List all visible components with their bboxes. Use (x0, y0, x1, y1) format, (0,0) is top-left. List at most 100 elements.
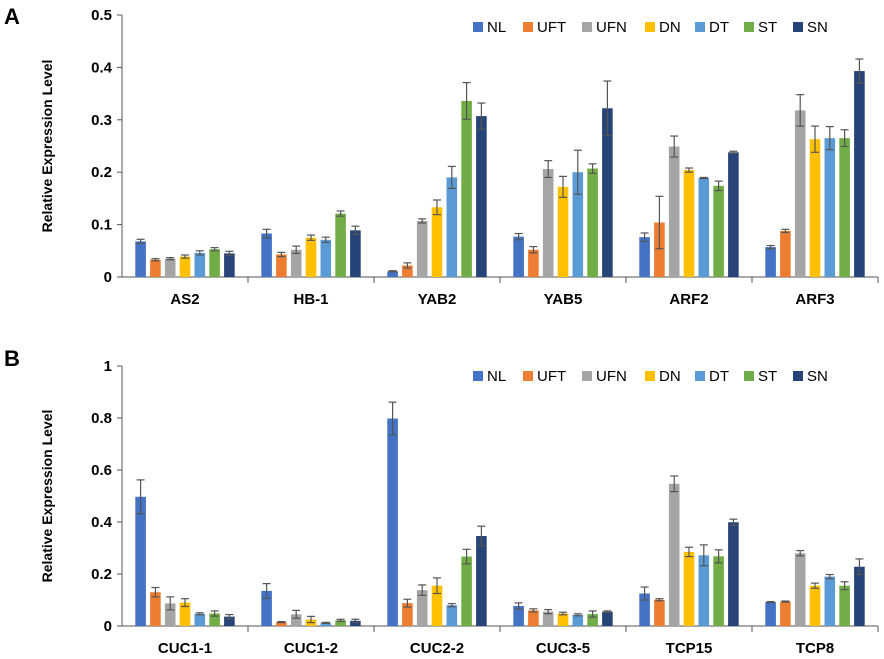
bar-sn-cuc2-2 (476, 536, 487, 626)
bar-st-tcp15 (713, 556, 724, 626)
bar-ufn-cuc3-5 (542, 611, 554, 626)
bar-ufn-tcp8 (794, 553, 806, 626)
legend-label-sn: SN (807, 368, 828, 385)
bar-st-cuc3-5 (587, 614, 598, 626)
bar-dt-tcp8 (824, 576, 836, 626)
legend-label-sn: SN (807, 19, 828, 36)
panel-letter: B (4, 346, 20, 371)
bar-dn-tcp15 (683, 551, 695, 626)
y-tick-label: 0.3 (91, 112, 112, 129)
bar-ufn-cuc2-2 (416, 590, 428, 626)
bar-st-yab2 (461, 100, 472, 277)
legend-swatch-uft (523, 371, 533, 381)
bar-uft-yab5 (528, 249, 539, 277)
bar-st-arf3 (839, 138, 850, 277)
bar-dn-as2 (179, 256, 191, 277)
category-label: ARF3 (795, 291, 834, 308)
bar-nl-yab5 (513, 236, 524, 277)
category-label: YAB2 (418, 291, 457, 308)
bar-st-as2 (209, 249, 220, 277)
y-tick-label: 0.4 (91, 59, 113, 76)
bar-st-cuc2-2 (461, 556, 472, 626)
legend-label-uft: UFT (537, 19, 566, 36)
bar-sn-arf3 (854, 71, 865, 278)
category-label: AS2 (170, 291, 199, 308)
y-tick-label: 0 (104, 618, 112, 635)
legend-label-st: ST (758, 19, 777, 36)
legend-swatch-ufn (582, 22, 592, 32)
bar-st-tcp8 (839, 585, 850, 626)
bar-uft-arf2 (654, 222, 665, 277)
y-tick-label: 0.6 (91, 462, 112, 479)
bar-nl-cuc1-1 (135, 496, 146, 626)
bar-ufn-tcp15 (668, 483, 680, 626)
y-tick-label: 1 (104, 358, 112, 375)
bar-sn-cuc1-2 (350, 620, 361, 626)
panel-letter: A (4, 4, 20, 29)
bar-nl-cuc3-5 (513, 605, 524, 626)
legend-swatch-uft (523, 22, 533, 32)
bar-sn-tcp15 (728, 522, 739, 626)
bar-ufn-as2 (164, 258, 176, 277)
bar-nl-arf3 (765, 247, 776, 277)
y-tick-label: 0.2 (91, 566, 112, 583)
bar-ufn-arf3 (794, 110, 806, 277)
legend-swatch-sn (793, 371, 803, 381)
bar-dt-yab5 (572, 172, 584, 277)
bar-uft-hb-1 (276, 254, 287, 277)
bar-dt-yab2 (446, 177, 458, 277)
bar-uft-cuc1-2 (276, 622, 287, 626)
bar-dt-as2 (194, 252, 206, 277)
legend-swatch-nl (473, 371, 483, 381)
bar-uft-cuc1-1 (150, 592, 161, 626)
bar-sn-cuc3-5 (602, 611, 613, 626)
bar-st-yab5 (587, 168, 598, 277)
y-axis-title: Relative Expression Level (39, 410, 55, 583)
bar-dt-tcp15 (698, 555, 710, 626)
bar-st-arf2 (713, 185, 724, 277)
category-label: CUC1-1 (158, 640, 212, 657)
legend-swatch-dt (695, 22, 705, 32)
bar-st-cuc1-1 (209, 613, 220, 626)
bar-dt-cuc2-2 (446, 605, 458, 626)
y-tick-label: 0.2 (91, 164, 112, 181)
legend-label-st: ST (758, 368, 777, 385)
bar-uft-as2 (150, 259, 161, 277)
bar-nl-arf2 (639, 237, 650, 277)
bar-dn-tcp8 (809, 585, 821, 626)
bar-dt-cuc1-2 (320, 622, 332, 626)
bar-dn-cuc3-5 (557, 613, 569, 626)
legend-label-uft: UFT (537, 368, 566, 385)
bar-uft-tcp8 (780, 601, 791, 626)
bar-uft-cuc3-5 (528, 610, 539, 626)
bar-dn-hb-1 (305, 237, 317, 277)
category-label: CUC2-2 (410, 640, 464, 657)
bar-ufn-hb-1 (290, 249, 302, 277)
bar-dn-cuc2-2 (431, 585, 443, 626)
bar-nl-cuc2-2 (387, 418, 398, 626)
bar-uft-arf3 (780, 230, 791, 277)
bar-sn-arf2 (728, 152, 739, 277)
bar-nl-as2 (135, 241, 146, 277)
bar-dn-yab5 (557, 186, 569, 277)
legend-swatch-st (744, 22, 754, 32)
bar-ufn-cuc1-2 (290, 614, 302, 626)
bar-dt-hb-1 (320, 239, 332, 277)
legend-label-dn: DN (659, 19, 681, 36)
bar-st-hb-1 (335, 213, 346, 277)
legend-label-ufn: UFN (596, 19, 627, 36)
legend-swatch-dn (645, 22, 655, 32)
category-label: YAB5 (544, 291, 583, 308)
legend-swatch-st (744, 371, 754, 381)
legend-swatch-nl (473, 22, 483, 32)
bar-ufn-arf2 (668, 146, 680, 277)
bar-nl-tcp15 (639, 593, 650, 626)
legend-label-dt: DT (709, 19, 729, 36)
bar-uft-tcp15 (654, 599, 665, 626)
bar-sn-yab2 (476, 116, 487, 277)
bar-ufn-cuc1-1 (164, 603, 176, 626)
y-tick-label: 0.8 (91, 410, 112, 427)
category-label: TCP15 (666, 640, 713, 657)
y-tick-label: 0 (104, 269, 112, 286)
y-tick-label: 0.1 (91, 217, 112, 234)
